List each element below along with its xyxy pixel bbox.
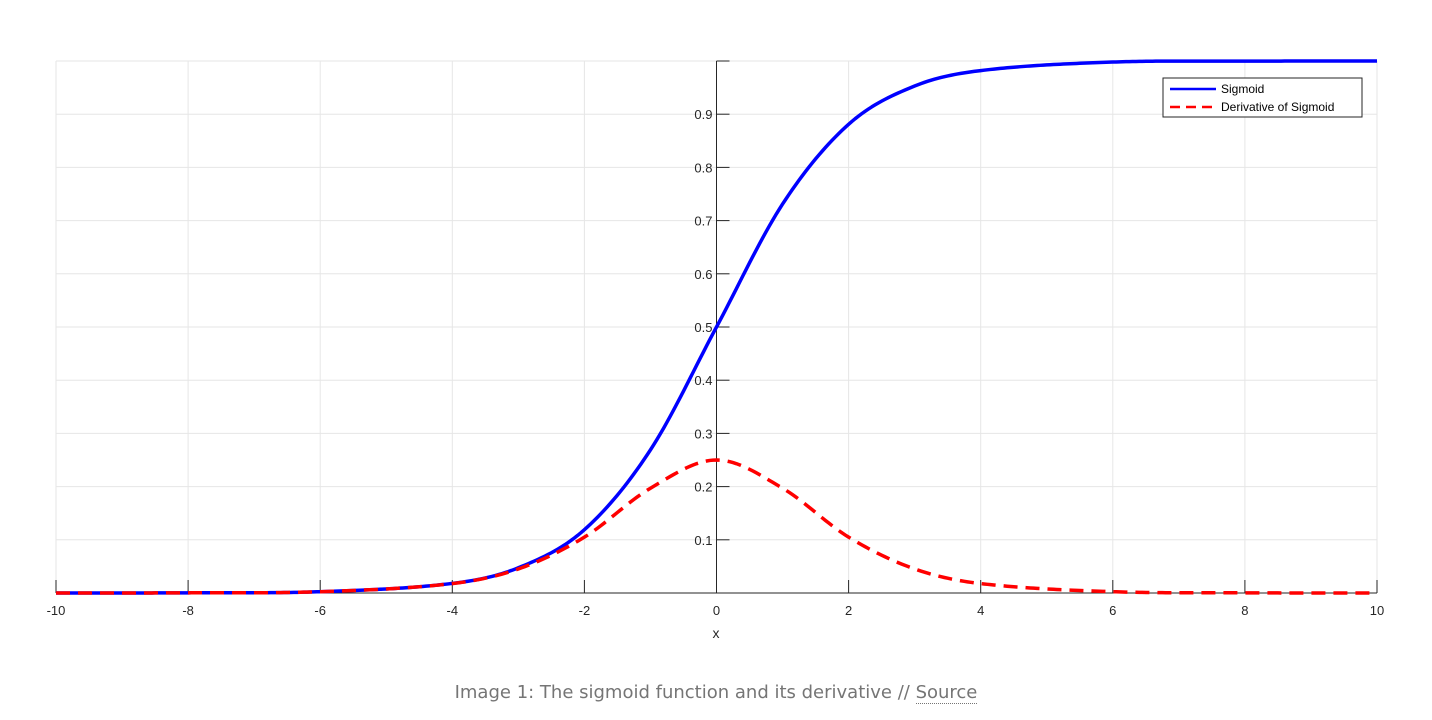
x-axis-title: x [713, 625, 720, 641]
source-link[interactable]: Source [915, 682, 978, 704]
tick-labels: -10 -8 -6 -4 -2 0 2 4 6 8 10 0.1 0.2 0.3 0.4 0.5 0.6 0.7 0… [47, 107, 1385, 618]
x-tick-label: 4 [977, 603, 984, 618]
derivative-line [55, 458, 1378, 595]
x-tick-label: 10 [1370, 603, 1384, 618]
x-tick-label: -8 [182, 603, 194, 618]
x-tick-label: 2 [845, 603, 852, 618]
y-tick-label: 0.2 [694, 480, 712, 495]
y-tick-label: 0.5 [694, 320, 712, 335]
legend-label-derivative: Derivative of Sigmoid [1221, 100, 1334, 114]
y-tick-label: 0.6 [694, 267, 712, 282]
legend-box [1162, 77, 1363, 118]
x-tick-label: -4 [447, 603, 459, 618]
series-layer [55, 59, 1378, 595]
caption-text: Image 1: The sigmoid function and its de… [454, 682, 916, 703]
chart: -10 -8 -6 -4 -2 0 2 4 6 8 10 0.1 0.2 0.3 0.4 0.5 0.6 0.7 0… [47, 59, 1385, 641]
y-tick-label: 0.7 [694, 214, 712, 229]
y-tick-label: 0.1 [694, 533, 712, 548]
y-tick-label: 0.3 [694, 426, 712, 441]
y-tick-label: 0.9 [694, 107, 712, 122]
x-tick-label: -10 [47, 603, 66, 618]
x-tick-label: 6 [1109, 603, 1116, 618]
y-tick-label: 0.8 [694, 160, 712, 175]
y-tick-label: 0.4 [694, 373, 712, 388]
figure-caption: Image 1: The sigmoid function and its de… [0, 682, 1432, 704]
legend-label-sigmoid: Sigmoid [1221, 82, 1264, 96]
legend: Sigmoid Derivative of Sigmoid [1162, 77, 1363, 118]
x-tick-label: -6 [314, 603, 326, 618]
x-tick-label: 0 [713, 603, 720, 618]
x-tick-label: 8 [1241, 603, 1248, 618]
x-tick-label: -2 [579, 603, 591, 618]
